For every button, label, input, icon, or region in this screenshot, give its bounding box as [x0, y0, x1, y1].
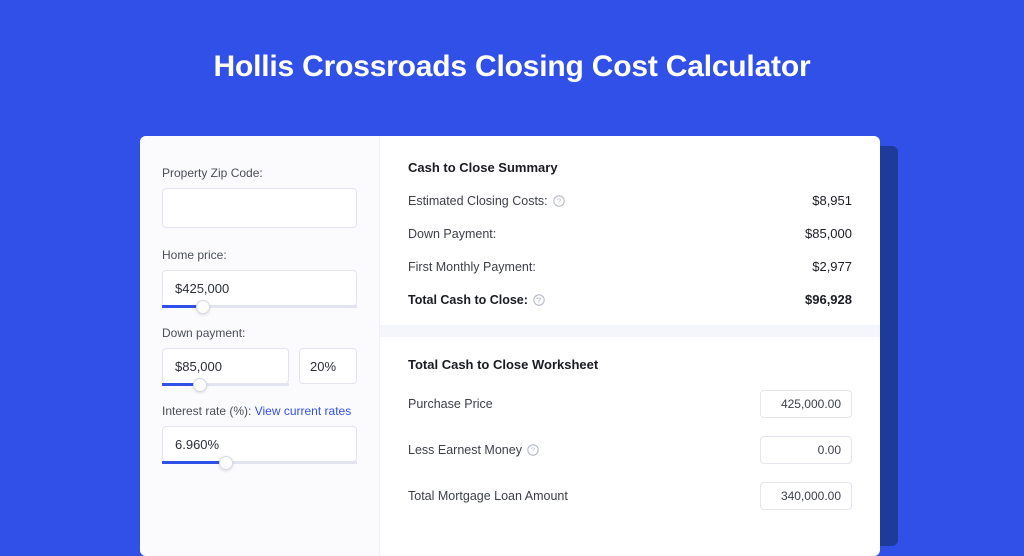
summary-value: $85,000 [805, 226, 852, 241]
worksheet-value[interactable]: 340,000.00 [760, 482, 852, 510]
summary-total-label: Total Cash to Close: [408, 293, 528, 307]
summary-row: First Monthly Payment: $2,977 [408, 259, 852, 274]
results-panel: Cash to Close Summary Estimated Closing … [380, 136, 880, 556]
worksheet-row: Total Mortgage Loan Amount 340,000.00 [408, 482, 852, 510]
summary-label: Estimated Closing Costs: [408, 194, 548, 208]
zip-input[interactable] [162, 188, 357, 228]
summary-heading: Cash to Close Summary [408, 160, 852, 175]
down-payment-slider[interactable] [162, 348, 289, 384]
worksheet-heading: Total Cash to Close Worksheet [408, 357, 852, 372]
summary-total-value: $96,928 [805, 292, 852, 307]
down-payment-input[interactable] [162, 348, 289, 384]
svg-text:?: ? [557, 196, 561, 205]
worksheet-row: Less Earnest Money ? 0.00 [408, 436, 852, 464]
home-price-slider[interactable] [162, 270, 357, 306]
down-payment-pct-input[interactable] [299, 348, 357, 384]
summary-value: $2,977 [812, 259, 852, 274]
worksheet-row: Purchase Price 425,000.00 [408, 390, 852, 418]
worksheet-label: Less Earnest Money [408, 443, 522, 457]
interest-rate-input[interactable] [162, 426, 357, 462]
slider-fill [162, 461, 226, 464]
summary-label: Down Payment: [408, 227, 496, 241]
help-icon[interactable]: ? [553, 195, 565, 207]
worksheet-label: Total Mortgage Loan Amount [408, 489, 568, 503]
worksheet-value[interactable]: 425,000.00 [760, 390, 852, 418]
down-payment-field-group: Down payment: [162, 326, 357, 384]
calculator-card: Property Zip Code: Home price: Down paym… [140, 136, 880, 556]
slider-thumb[interactable] [219, 456, 233, 470]
summary-value: $8,951 [812, 193, 852, 208]
page-title: Hollis Crossroads Closing Cost Calculato… [0, 0, 1024, 112]
interest-rate-label: Interest rate (%): View current rates [162, 404, 357, 418]
worksheet-value[interactable]: 0.00 [760, 436, 852, 464]
view-rates-link[interactable]: View current rates [255, 404, 352, 418]
interest-rate-slider[interactable] [162, 426, 357, 462]
svg-text:?: ? [531, 446, 535, 455]
svg-text:?: ? [537, 295, 542, 304]
section-divider [380, 325, 880, 337]
worksheet-label: Purchase Price [408, 397, 493, 411]
slider-thumb[interactable] [196, 300, 210, 314]
home-price-input[interactable] [162, 270, 357, 306]
inputs-panel: Property Zip Code: Home price: Down paym… [140, 136, 380, 556]
down-payment-label: Down payment: [162, 326, 357, 340]
interest-rate-field-group: Interest rate (%): View current rates [162, 404, 357, 462]
summary-row: Down Payment: $85,000 [408, 226, 852, 241]
summary-row: Estimated Closing Costs: ? $8,951 [408, 193, 852, 208]
zip-field-group: Property Zip Code: [162, 166, 357, 228]
help-icon[interactable]: ? [533, 294, 545, 306]
summary-label: First Monthly Payment: [408, 260, 536, 274]
help-icon[interactable]: ? [527, 444, 539, 456]
summary-total-row: Total Cash to Close: ? $96,928 [408, 292, 852, 307]
slider-thumb[interactable] [193, 378, 207, 392]
home-price-field-group: Home price: [162, 248, 357, 306]
zip-label: Property Zip Code: [162, 166, 357, 180]
home-price-label: Home price: [162, 248, 357, 262]
interest-rate-label-text: Interest rate (%): [162, 404, 251, 418]
